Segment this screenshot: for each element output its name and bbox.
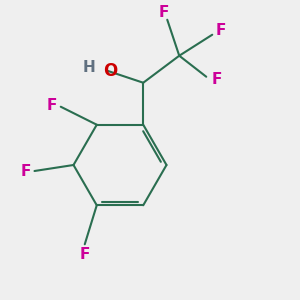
Text: F: F xyxy=(80,247,90,262)
Text: H: H xyxy=(83,60,96,75)
Text: F: F xyxy=(212,72,222,87)
Text: F: F xyxy=(20,164,31,178)
Text: F: F xyxy=(216,23,226,38)
Text: F: F xyxy=(159,5,169,20)
Text: O: O xyxy=(103,62,117,80)
Text: F: F xyxy=(46,98,57,113)
